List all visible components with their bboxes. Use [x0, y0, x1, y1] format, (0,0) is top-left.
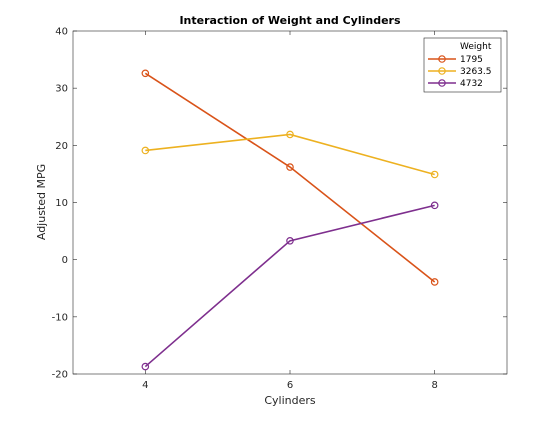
y-tick-label: -20: [52, 370, 68, 381]
x-axis-label: Cylinders: [264, 394, 316, 407]
data-point: [430, 278, 439, 286]
legend-swatch-marker: [438, 79, 446, 87]
y-tick-label: 0: [62, 255, 68, 266]
x-tick-label: 6: [287, 380, 293, 391]
y-tick-label: 30: [55, 84, 68, 95]
legend-swatch-marker: [438, 55, 446, 63]
series-line: [145, 133, 435, 176]
data-point: [286, 237, 294, 245]
x-axis: 4 6 8: [142, 31, 438, 391]
data-point: [430, 170, 439, 179]
data-point: [141, 69, 150, 78]
x-tick-label: 4: [142, 380, 148, 391]
data-point: [286, 163, 294, 171]
y-tick-label: -10: [52, 312, 68, 323]
legend[interactable]: Weight 1795 3263.5 4732: [423, 37, 502, 93]
data-point: [286, 130, 294, 139]
series-line: [144, 204, 435, 368]
legend-items: 1795 3263.5 4732: [428, 55, 492, 89]
series-3263.5: [141, 130, 439, 179]
x-tick-label: 8: [431, 380, 437, 391]
y-tick-label: 20: [55, 141, 68, 152]
legend-entry-label: 4732: [460, 79, 483, 89]
y-tick-label: 10: [55, 198, 68, 209]
legend-swatch-marker: [438, 67, 446, 75]
series-4732: [141, 201, 439, 371]
data-point: [141, 146, 150, 155]
chart-title: Interaction of Weight and Cylinders: [179, 14, 401, 27]
y-axis: -20 -10 0 10 20 30 40: [52, 27, 507, 381]
data-point: [141, 362, 150, 371]
series-1795: [141, 69, 439, 286]
y-axis-label: Adjusted MPG: [35, 164, 48, 240]
legend-entry-label: 1795: [460, 55, 483, 65]
data-point: [430, 201, 439, 210]
legend-title: Weight: [460, 42, 492, 52]
series-line: [144, 72, 436, 283]
series-layer: [141, 69, 439, 371]
legend-entry-label: 3263.5: [460, 67, 492, 77]
y-tick-label: 40: [55, 27, 68, 38]
